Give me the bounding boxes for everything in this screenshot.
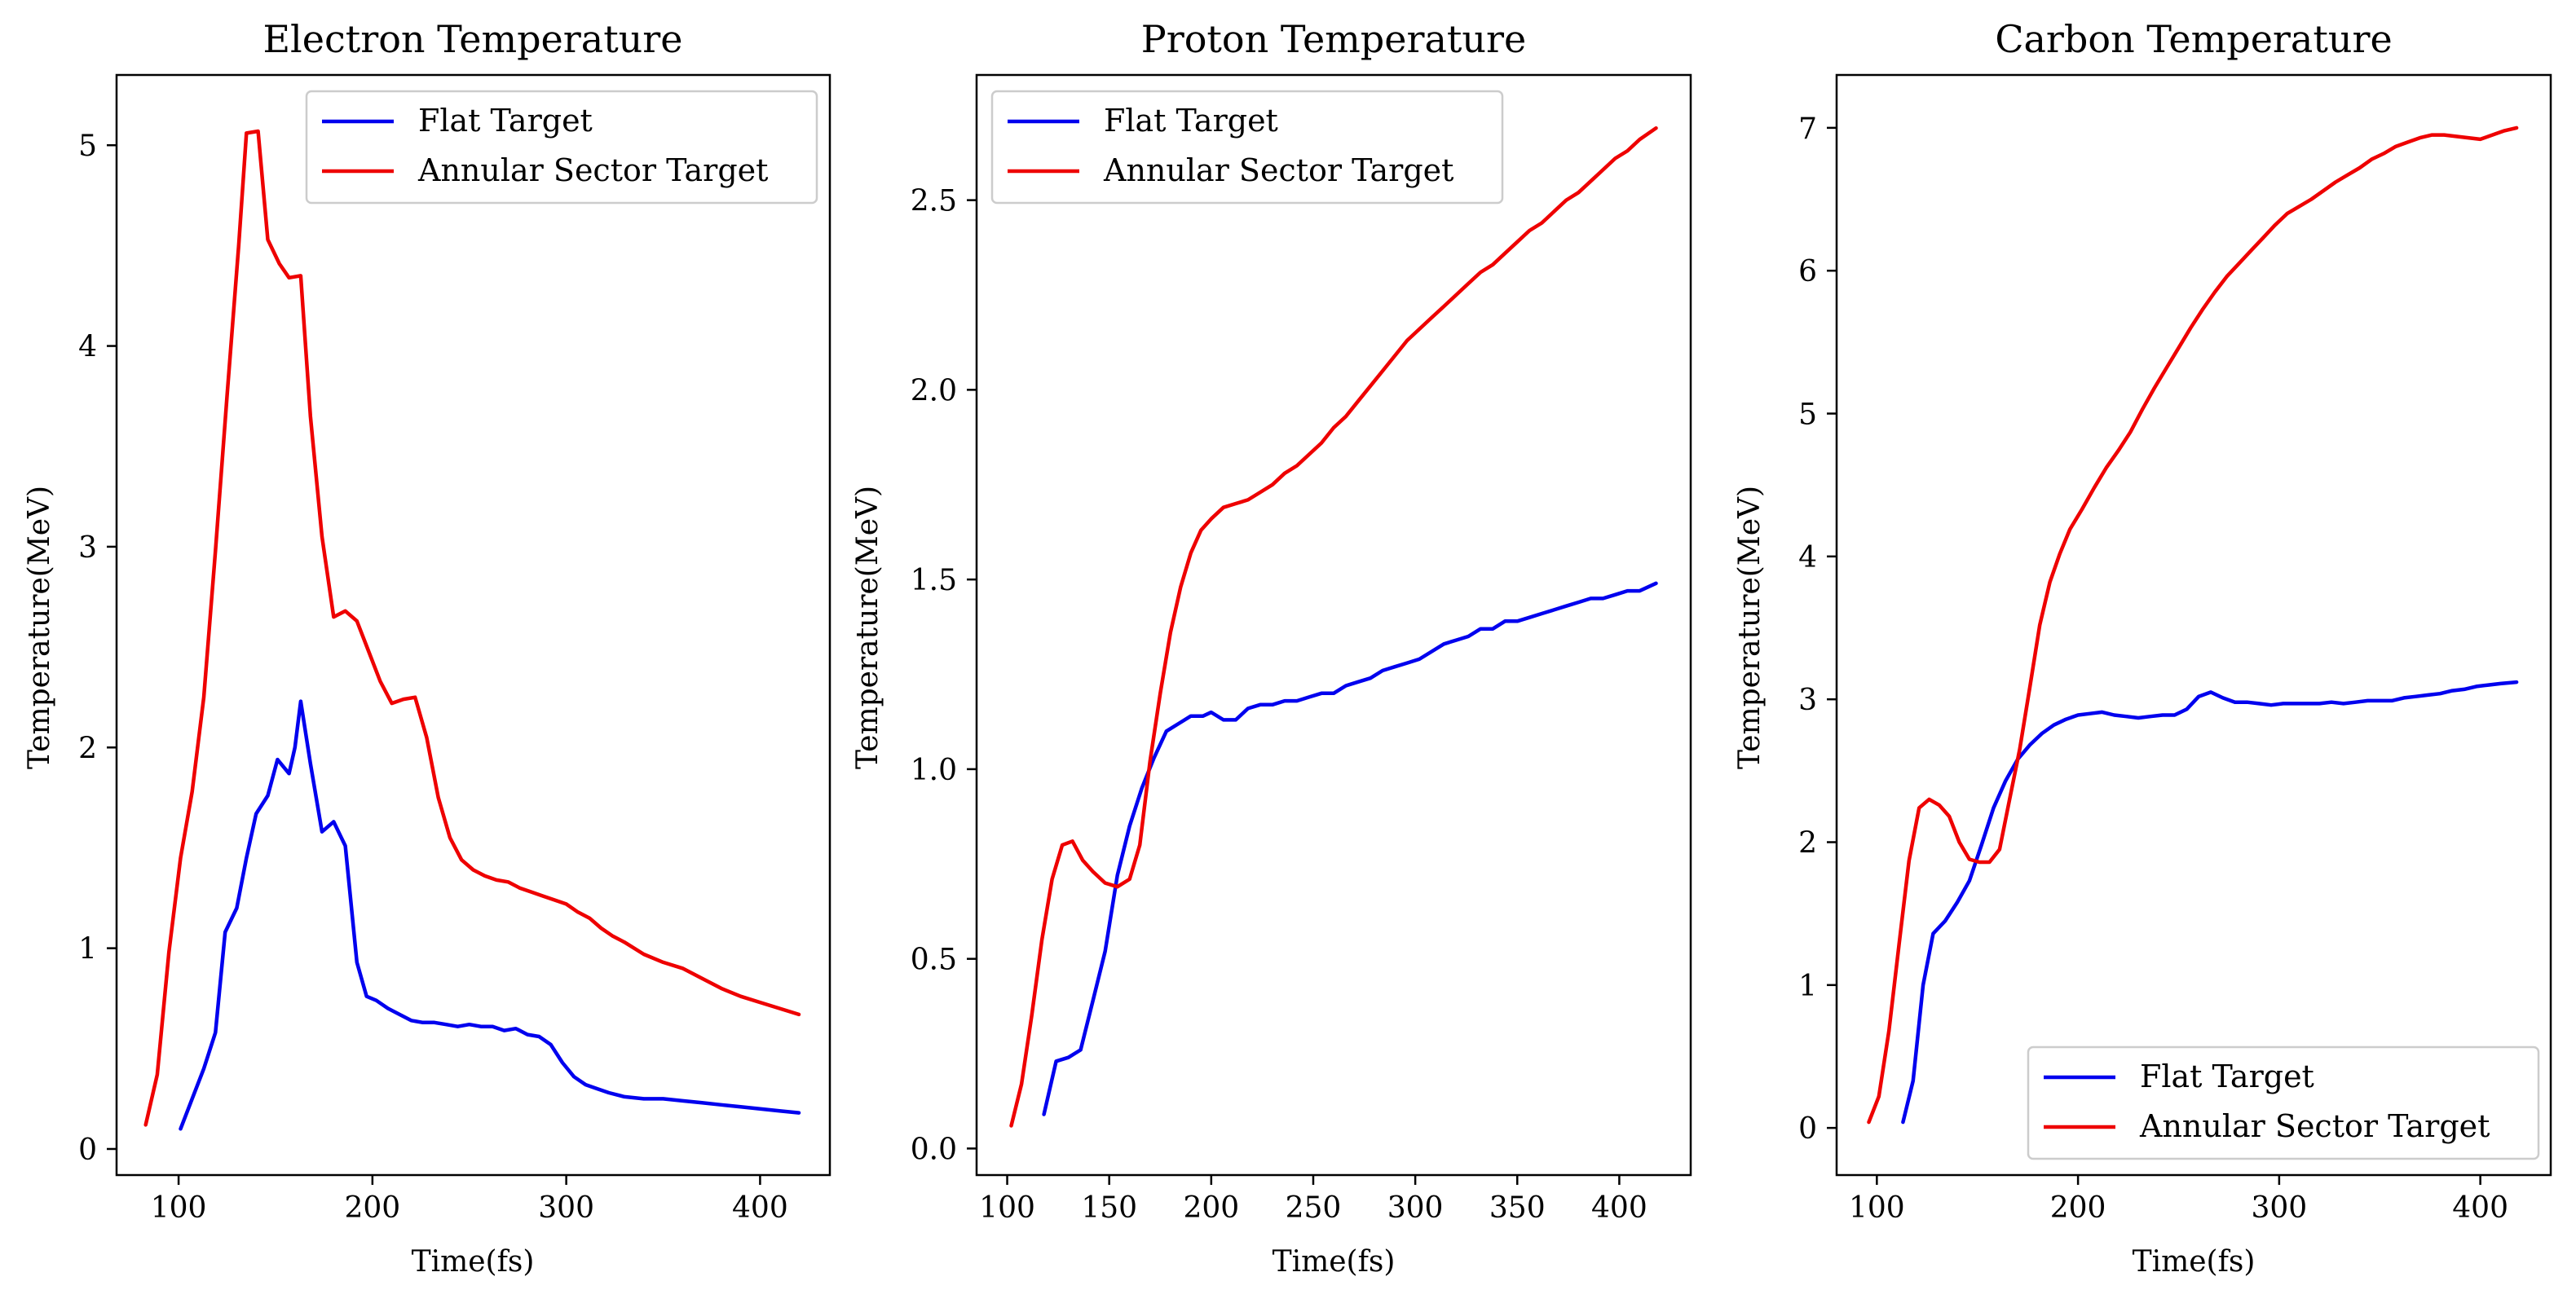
axes-frame xyxy=(975,73,1692,1177)
x-tick-label: 350 xyxy=(1489,1191,1546,1225)
x-tick-label: 200 xyxy=(344,1191,400,1225)
x-tick-label: 300 xyxy=(538,1191,594,1225)
y-tick-label: 3 xyxy=(1798,684,1817,717)
y-tick-label: 1 xyxy=(78,933,97,966)
series-line-flat-target xyxy=(1901,680,2519,1125)
y-axis-label: Temperature(MeV) xyxy=(851,486,884,769)
panel-title: Carbon Temperature xyxy=(1995,17,2392,61)
series-line-flat-target xyxy=(179,699,801,1131)
y-axis-label: Temperature(MeV) xyxy=(23,486,56,769)
x-tick-label: 100 xyxy=(1849,1191,1905,1225)
y-tick-label: 7 xyxy=(1798,112,1817,146)
y-tick-label: 5 xyxy=(1798,398,1817,432)
series-lines xyxy=(143,129,801,1131)
series-line-annular-sector-target xyxy=(143,129,801,1127)
panel-title: Proton Temperature xyxy=(1141,17,1526,61)
series-line-annular-sector-target xyxy=(1009,125,1658,1128)
x-tick-label: 200 xyxy=(1183,1191,1239,1225)
legend-label-flat-target: Flat Target xyxy=(418,103,593,139)
ticks: 100 200 300 400 0 1 2 3 4 5 6 7 xyxy=(1798,112,2508,1225)
y-tick-label: 0 xyxy=(1798,1112,1817,1146)
y-tick-label: 4 xyxy=(78,331,97,364)
x-axis-label: Time(fs) xyxy=(412,1245,535,1279)
y-tick-label: 4 xyxy=(1798,541,1817,574)
x-tick-label: 400 xyxy=(2452,1191,2508,1225)
axes-frame xyxy=(115,73,831,1177)
carbon-temperature-panel: Carbon Temperature Time(fs) Temperature(… xyxy=(1733,17,2552,1279)
x-tick-label: 400 xyxy=(732,1191,788,1225)
y-tick-label: 5 xyxy=(78,130,97,163)
proton-temperature-panel: Proton Temperature Time(fs) Temperature(… xyxy=(851,17,1692,1279)
legend-box xyxy=(305,90,818,205)
legend: Flat Target Annular Sector Target xyxy=(990,90,1504,205)
x-tick-label: 100 xyxy=(979,1191,1035,1225)
y-tick-label: 0.0 xyxy=(911,1133,957,1166)
series-line-annular-sector-target xyxy=(1867,125,2519,1125)
y-tick-label: 2 xyxy=(1798,826,1817,860)
legend-label-annular-sector-target: Annular Sector Target xyxy=(2139,1108,2490,1144)
y-tick-label: 0 xyxy=(78,1134,97,1167)
x-tick-label: 300 xyxy=(1387,1191,1444,1225)
ticks: 100 150 200 250 300 350 400 0.0 0.5 1.0 1.5 2.0 2.5 xyxy=(911,185,1647,1225)
y-tick-label: 1.5 xyxy=(911,564,957,597)
legend-box xyxy=(990,90,1504,205)
panel-title: Electron Temperature xyxy=(262,17,682,61)
ticks: 100 200 300 400 0 1 2 3 4 5 xyxy=(78,130,788,1225)
y-tick-label: 0.5 xyxy=(911,944,957,977)
x-tick-label: 400 xyxy=(1591,1191,1647,1225)
y-tick-label: 3 xyxy=(78,531,97,565)
legend-label-annular-sector-target: Annular Sector Target xyxy=(417,152,768,188)
legend-box xyxy=(2027,1045,2540,1160)
legend-label-flat-target: Flat Target xyxy=(1104,103,1278,139)
x-axis-label: Time(fs) xyxy=(1273,1245,1396,1279)
x-tick-label: 200 xyxy=(2050,1191,2106,1225)
y-tick-label: 2.0 xyxy=(911,374,957,407)
legend: Flat Target Annular Sector Target xyxy=(2027,1045,2540,1160)
x-tick-label: 150 xyxy=(1081,1191,1137,1225)
series-lines xyxy=(1867,125,2519,1125)
legend-label-annular-sector-target: Annular Sector Target xyxy=(1103,152,1453,188)
y-axis-label: Temperature(MeV) xyxy=(1733,486,1767,769)
y-tick-label: 1 xyxy=(1798,970,1817,1003)
x-tick-label: 100 xyxy=(151,1191,207,1225)
series-lines xyxy=(1009,125,1658,1128)
y-tick-label: 2.5 xyxy=(911,185,957,218)
axes-frame xyxy=(1835,73,2552,1177)
x-tick-label: 300 xyxy=(2252,1191,2308,1225)
electron-temperature-panel: Electron Temperature Time(fs) Temperatur… xyxy=(23,17,831,1279)
x-tick-label: 250 xyxy=(1286,1191,1342,1225)
y-tick-label: 2 xyxy=(78,732,97,765)
legend-label-flat-target: Flat Target xyxy=(2140,1059,2314,1094)
y-tick-label: 1.0 xyxy=(911,754,957,787)
y-tick-label: 6 xyxy=(1798,255,1817,288)
series-line-flat-target xyxy=(1042,581,1658,1116)
x-axis-label: Time(fs) xyxy=(2133,1245,2256,1279)
legend: Flat Target Annular Sector Target xyxy=(305,90,818,205)
